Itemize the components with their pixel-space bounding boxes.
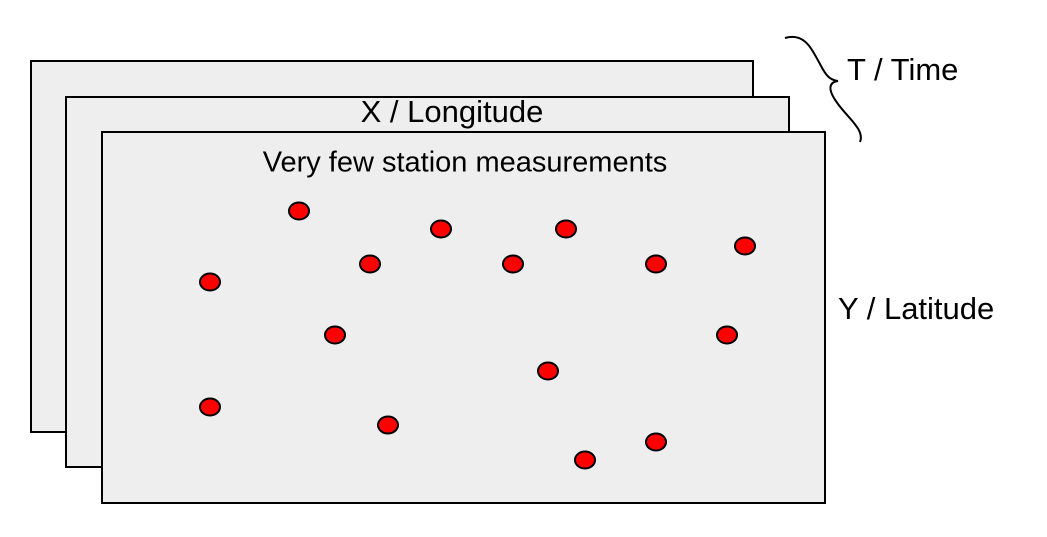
time-brace [784, 35, 862, 143]
station [324, 325, 346, 345]
x-axis-label: X / Longitude [361, 94, 544, 129]
station [199, 272, 221, 292]
station [645, 254, 667, 274]
station [199, 397, 221, 417]
station [537, 361, 559, 381]
time-layer-front [101, 131, 826, 504]
station [734, 236, 756, 256]
station [430, 219, 452, 239]
station [288, 201, 310, 221]
station [377, 415, 399, 435]
y-axis-label: Y / Latitude [838, 291, 994, 326]
stations [199, 201, 756, 470]
station [359, 254, 381, 274]
station [574, 450, 596, 470]
panel-title: Very few station measurements [263, 147, 668, 179]
station [502, 254, 524, 274]
station [645, 432, 667, 452]
station [716, 325, 738, 345]
time-label: T / Time [847, 52, 958, 87]
station [555, 219, 577, 239]
